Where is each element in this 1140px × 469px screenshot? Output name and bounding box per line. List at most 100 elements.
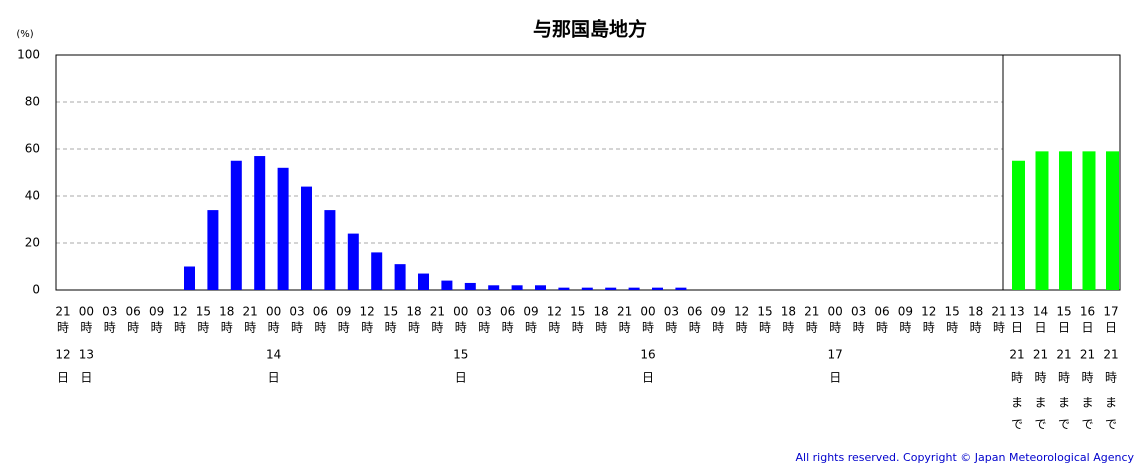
x-tick-label: 時 xyxy=(151,321,163,335)
x-tick-label: 時 xyxy=(314,321,326,335)
x-tick-label: 21 xyxy=(430,305,445,319)
x-tick-label: 時 xyxy=(197,321,209,335)
chart-title: 与那国島地方 xyxy=(533,18,647,41)
x-tick-label: 12 xyxy=(172,305,187,319)
x-tick-label: 06 xyxy=(687,305,702,319)
x-tick-label: 時 xyxy=(268,321,280,335)
x-tick-label: 時 xyxy=(104,321,116,335)
summary-label: 日 xyxy=(1058,321,1070,335)
x-tick-label: 時 xyxy=(57,321,69,335)
x-tick-label: 時 xyxy=(338,321,350,335)
x-tick-label: 18 xyxy=(968,305,983,319)
summary-label: 17 xyxy=(1103,305,1118,319)
bar xyxy=(277,167,289,290)
x-tick-label: 時 xyxy=(665,321,677,335)
day-label: 17 xyxy=(828,348,843,362)
day-label: 13 xyxy=(79,348,94,362)
x-tick-label: 21 xyxy=(617,305,632,319)
x-tick-label: 時 xyxy=(876,321,888,335)
x-tick-label: 時 xyxy=(642,321,654,335)
x-tick-label: 03 xyxy=(477,305,492,319)
x-tick-label: 18 xyxy=(781,305,796,319)
y-unit: (%) xyxy=(16,29,33,40)
summary-label: ま xyxy=(1081,396,1093,410)
bar xyxy=(207,210,219,290)
x-tick-label: 時 xyxy=(361,321,373,335)
x-tick-label: 時 xyxy=(619,321,631,335)
summary-label: 日 xyxy=(1081,321,1093,335)
bar xyxy=(418,273,429,290)
copyright: All rights reserved. Copyright © Japan M… xyxy=(796,451,1135,464)
bar xyxy=(230,160,242,290)
x-tick-label: 00 xyxy=(79,305,94,319)
summary-label: 21 xyxy=(1009,348,1024,362)
x-tick-label: 12 xyxy=(921,305,936,319)
x-tick-label: 09 xyxy=(523,305,538,319)
bar xyxy=(488,285,500,290)
x-tick-label: 時 xyxy=(899,321,911,335)
summary-bar xyxy=(1012,160,1025,290)
x-tick-label: 時 xyxy=(970,321,982,335)
x-tick-label: 09 xyxy=(898,305,913,319)
x-tick-label: 時 xyxy=(548,321,560,335)
summary-label: 21 xyxy=(1056,348,1071,362)
x-tick-label: 時 xyxy=(455,321,467,335)
bar xyxy=(347,233,359,290)
x-tick-label: 21 xyxy=(991,305,1006,319)
x-tick-label: 時 xyxy=(993,321,1005,335)
y-tick-label: 20 xyxy=(25,236,40,250)
bar xyxy=(652,287,663,290)
summary-label: 15 xyxy=(1056,305,1071,319)
bar xyxy=(394,264,406,290)
bar xyxy=(535,285,546,290)
x-tick-label: 時 xyxy=(782,321,794,335)
day-label: 日 xyxy=(642,371,654,385)
x-tick-label: 時 xyxy=(80,321,92,335)
summary-label: 日 xyxy=(1105,321,1117,335)
summary-label: ま xyxy=(1034,396,1046,410)
x-tick-label: 時 xyxy=(244,321,256,335)
day-label: 日 xyxy=(829,371,841,385)
bar xyxy=(581,287,593,290)
x-tick-label: 03 xyxy=(289,305,304,319)
day-label: 日 xyxy=(455,371,467,385)
x-tick-label: 03 xyxy=(102,305,117,319)
day-label: 日 xyxy=(80,371,92,385)
summary-bar xyxy=(1059,151,1072,290)
x-tick-label: 時 xyxy=(829,321,841,335)
bar xyxy=(558,287,570,290)
x-tick-label: 時 xyxy=(712,321,724,335)
day-label: 12 xyxy=(55,348,70,362)
x-tick-label: 12 xyxy=(734,305,749,319)
x-tick-label: 時 xyxy=(408,321,420,335)
x-tick-label: 09 xyxy=(711,305,726,319)
summary-label: 時 xyxy=(1105,371,1117,385)
x-tick-label: 18 xyxy=(406,305,421,319)
x-tick-label: 00 xyxy=(266,305,281,319)
bar xyxy=(441,280,453,290)
summary-label: 時 xyxy=(1058,371,1070,385)
x-tick-label: 15 xyxy=(757,305,772,319)
summary-label: 16 xyxy=(1080,305,1095,319)
x-tick-label: 06 xyxy=(500,305,515,319)
summary-label: ま xyxy=(1105,396,1117,410)
bar xyxy=(324,210,336,290)
bar xyxy=(371,252,383,290)
summary-label: 14 xyxy=(1033,305,1048,319)
bar xyxy=(675,287,687,290)
x-tick-label: 03 xyxy=(851,305,866,319)
bar xyxy=(254,156,266,290)
x-tick-label: 00 xyxy=(453,305,468,319)
x-tick-label: 時 xyxy=(806,321,818,335)
y-tick-label: 0 xyxy=(32,283,40,297)
bar xyxy=(628,287,640,290)
summary-label: 13 xyxy=(1009,305,1024,319)
x-tick-label: 時 xyxy=(946,321,958,335)
x-tick-label: 時 xyxy=(595,321,607,335)
day-label: 日 xyxy=(268,371,280,385)
day-label: 16 xyxy=(640,348,655,362)
x-tick-label: 15 xyxy=(945,305,960,319)
summary-label: 日 xyxy=(1034,321,1046,335)
summary-label: で xyxy=(1034,418,1046,432)
